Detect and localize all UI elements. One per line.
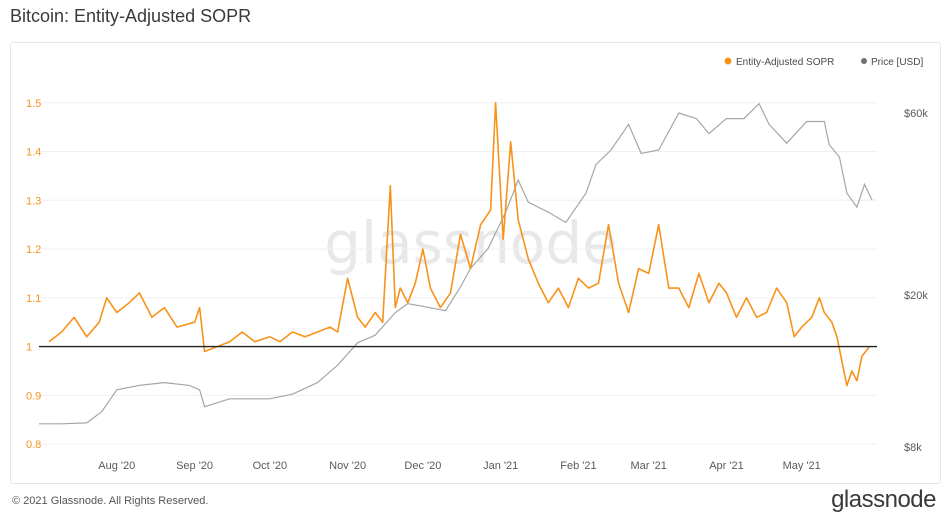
x-tick-0: Aug '20 [98,460,135,472]
y-left-tick-0: 0.8 [26,439,41,451]
x-tick-2: Oct '20 [253,460,288,472]
y-left-tick-4: 1.2 [26,244,41,256]
chart-svg: glassnode 0.80.911.11.21.31.41.5$8k$20k$… [26,57,928,472]
x-tick-6: Feb '21 [560,460,596,472]
x-tick-4: Dec '20 [404,460,441,472]
series-price-line [39,102,873,425]
copyright-text: © 2021 Glassnode. All Rights Reserved. [12,495,209,507]
legend-price-label[interactable]: Price [USD] [871,57,923,68]
glassnode-logo[interactable]: glassnode [831,486,936,513]
legend-sopr-label[interactable]: Entity-Adjusted SOPR [736,57,834,68]
y-right-tick-0: $8k [904,442,922,454]
sopr-layer [48,101,871,387]
x-tick-9: May '21 [783,460,821,472]
x-tick-7: Mar '21 [631,460,667,472]
y-left-tick-7: 1.5 [26,98,41,110]
x-tick-5: Jan '21 [483,460,518,472]
tick-layer: 0.8 0.9 1 1.1 1.2 1.3 1.4 1.5 $8k $20k $60k Aug '20… [26,98,928,472]
chart-card: glassnode 0.8 0.9 1 1.1 1.2 1.3 1.4 1.5 $8k $20k $… [10,42,941,484]
y-right-tick-2: $60k [904,108,928,120]
y-left-tick-2: 1 [26,342,32,354]
series-sopr-line [48,101,871,387]
y-left-tick-5: 1.3 [26,195,41,207]
page-title: Bitcoin: Entity-Adjusted SOPR [10,6,252,26]
legend[interactable]: Entity-Adjusted SOPR Price [USD] [724,57,924,68]
y-left-tick-6: 1.4 [26,147,41,159]
price-layer [39,102,873,425]
x-tick-3: Nov '20 [329,460,366,472]
x-tick-8: Apr '21 [709,460,744,472]
y-left-tick-3: 1.1 [26,293,41,305]
y-right-tick-1: $20k [904,290,928,302]
y-left-tick-1: 0.9 [26,390,41,402]
legend-sopr-marker [724,57,732,65]
legend-price-marker [861,58,867,64]
x-tick-1: Sep '20 [176,460,213,472]
